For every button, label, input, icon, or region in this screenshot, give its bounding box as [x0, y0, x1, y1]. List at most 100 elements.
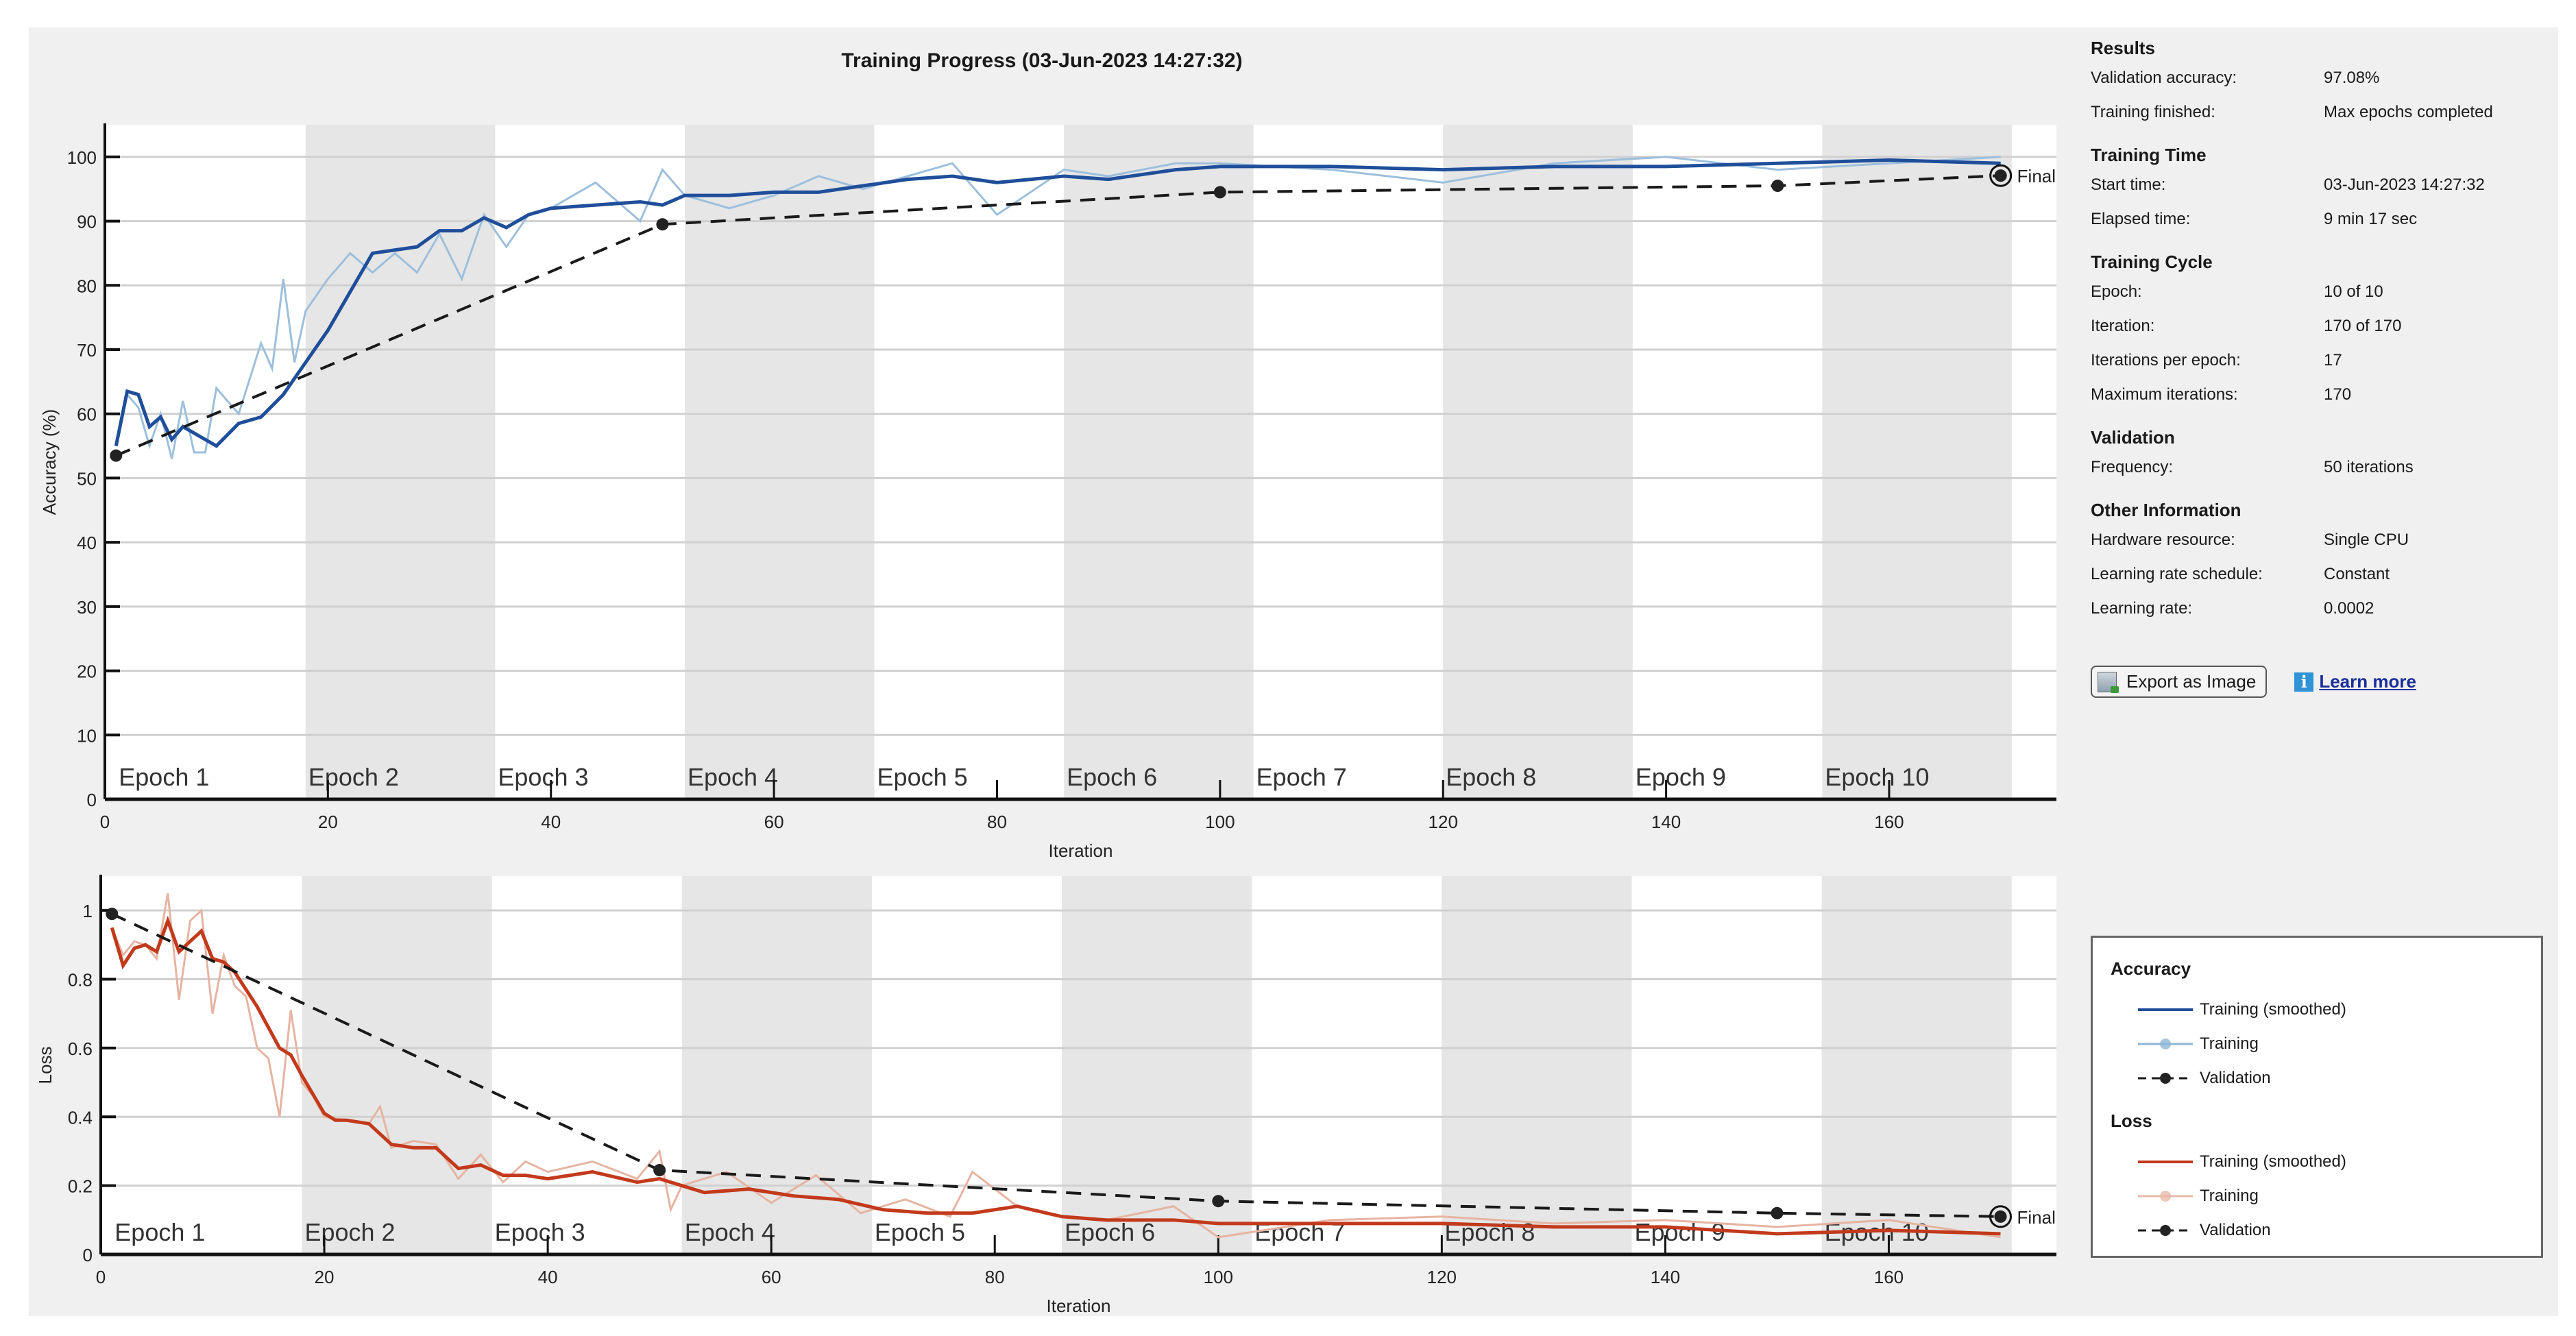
section-heading: Validation — [2091, 427, 2175, 448]
export-image-icon — [2098, 671, 2119, 693]
info-value: 03-Jun-2023 14:27:32 — [2324, 175, 2485, 194]
info-value: 50 iterations — [2324, 458, 2414, 476]
learn-more-link[interactable]: i Learn more — [2294, 671, 2416, 692]
legend-label: Validation — [2200, 1221, 2271, 1239]
legend-swatch-icon — [2138, 1039, 2193, 1049]
x-tick-label: 40 — [541, 812, 561, 832]
y-tick-label: 40 — [77, 533, 97, 553]
epoch-label: Epoch 3 — [495, 1218, 585, 1246]
info-value: Constant — [2324, 565, 2390, 583]
x-tick-label: 120 — [1429, 812, 1458, 832]
y-tick-label: 1 — [83, 901, 93, 921]
epoch-label: Epoch 5 — [875, 1218, 965, 1246]
x-axis-label: Iteration — [1049, 840, 1113, 861]
legend-group-title: Loss — [2111, 1110, 2152, 1131]
epoch-label: Epoch 3 — [498, 763, 588, 791]
legend-label: Validation — [2200, 1069, 2271, 1087]
info-row: Learning rate schedule: Constant — [2091, 557, 2529, 592]
legend-item: Validation — [2111, 1061, 2541, 1095]
info-value: 170 — [2324, 385, 2352, 404]
y-tick-label: 80 — [77, 276, 97, 296]
y-tick-label: 10 — [77, 725, 97, 746]
page-title: Training Progress (03-Jun-2023 14:27:32) — [841, 49, 1243, 72]
info-label: Hardware resource: — [2091, 531, 2235, 549]
info-value: Single CPU — [2324, 531, 2409, 549]
y-tick-label: 0.4 — [68, 1107, 93, 1128]
section-heading: Results — [2091, 38, 2155, 58]
epoch-label: Epoch 9 — [1636, 763, 1726, 791]
info-label: Learning rate schedule: — [2091, 565, 2263, 583]
validation-point — [656, 218, 669, 231]
info-label: Training finished: — [2091, 103, 2215, 121]
x-tick-label: 0 — [100, 812, 110, 832]
info-row: Elapsed time: 9 min 17 sec — [2091, 202, 2529, 236]
y-tick-label: 0 — [83, 1245, 93, 1265]
section-heading: Other Information — [2091, 500, 2241, 520]
export-as-image-button[interactable]: Export as Image — [2091, 666, 2268, 698]
validation-point — [1212, 1195, 1225, 1208]
y-tick-label: 0.8 — [68, 970, 93, 991]
x-tick-label: 100 — [1205, 812, 1235, 832]
legend-swatch-icon — [2138, 1225, 2193, 1236]
y-tick-label: 0.2 — [68, 1176, 93, 1197]
info-value: 0.0002 — [2324, 599, 2374, 618]
info-icon: i — [2294, 672, 2314, 692]
info-label: Learning rate: — [2091, 599, 2193, 618]
legend-item: Training — [2111, 1027, 2541, 1061]
info-label: Epoch: — [2091, 282, 2142, 301]
y-tick-label: 60 — [77, 404, 97, 425]
legend-label: Training — [2200, 1034, 2259, 1053]
x-tick-label: 0 — [96, 1267, 106, 1287]
section-heading: Training Cycle — [2091, 252, 2213, 272]
y-axis-label: Accuracy (%) — [39, 409, 60, 515]
epoch-label: Epoch 8 — [1446, 763, 1536, 791]
x-tick-label: 120 — [1427, 1267, 1457, 1287]
validation-point — [1213, 186, 1226, 199]
validation-point — [1771, 180, 1784, 193]
epoch-label: Epoch 6 — [1065, 1218, 1155, 1246]
info-value: 10 of 10 — [2324, 282, 2383, 301]
y-tick-label: 0.6 — [68, 1039, 93, 1059]
validation-point — [1771, 1206, 1784, 1219]
info-label: Elapsed time: — [2091, 210, 2191, 228]
y-tick-label: 20 — [77, 661, 97, 682]
info-value: 97.08% — [2324, 69, 2380, 87]
info-value: Max epochs completed — [2324, 103, 2493, 121]
legend-label: Training (smoothed) — [2200, 1152, 2346, 1171]
legend-label: Training — [2200, 1187, 2259, 1205]
info-label: Frequency: — [2091, 458, 2174, 476]
y-tick-label: 50 — [77, 468, 97, 489]
info-label: Validation accuracy: — [2091, 69, 2237, 87]
epoch-label: Epoch 7 — [1256, 763, 1347, 791]
info-value: 9 min 17 sec — [2324, 210, 2418, 228]
legend-swatch-icon — [2138, 1191, 2193, 1202]
info-value: 170 of 170 — [2324, 317, 2402, 335]
info-panel: Results Validation accuracy: 97.08% Trainin… — [2091, 38, 2529, 698]
y-tick-label: 70 — [77, 340, 97, 361]
x-tick-label: 20 — [315, 1267, 335, 1287]
final-marker-icon — [1989, 164, 2013, 187]
y-tick-label: 90 — [77, 212, 97, 232]
legend-item: Validation — [2111, 1213, 2541, 1248]
y-tick-label: 100 — [67, 147, 97, 168]
final-label: Final — [2017, 166, 2056, 186]
x-tick-label: 140 — [1651, 812, 1681, 832]
legend-item: Training (smoothed) — [2111, 1145, 2541, 1179]
loss-chart: Epoch 1 Epoch 2 Epoch 3 Epoch 4 Epoch 5 Epoch… — [35, 875, 2056, 1316]
y-axis-label: Loss — [35, 1047, 56, 1084]
info-row: Iteration: 170 of 170 — [2091, 309, 2529, 343]
epoch-label: Epoch 2 — [308, 763, 399, 791]
training-smoothed-line — [114, 158, 2001, 448]
info-row: Maximum iterations: 170 — [2091, 378, 2529, 412]
info-label: Iteration: — [2091, 317, 2155, 335]
epoch-label: Epoch 6 — [1067, 763, 1157, 791]
section-heading: Training Time — [2091, 145, 2207, 165]
validation-point — [653, 1164, 666, 1177]
learn-more-label[interactable]: Learn more — [2319, 671, 2416, 692]
legend-label: Training (smoothed) — [2200, 1000, 2346, 1019]
x-tick-label: 160 — [1874, 812, 1904, 832]
x-axis-label: Iteration — [1047, 1296, 1111, 1316]
epoch-label: Epoch 5 — [877, 763, 968, 791]
info-row: Epoch: 10 of 10 — [2091, 275, 2529, 309]
final-label: Final — [2017, 1207, 2055, 1228]
